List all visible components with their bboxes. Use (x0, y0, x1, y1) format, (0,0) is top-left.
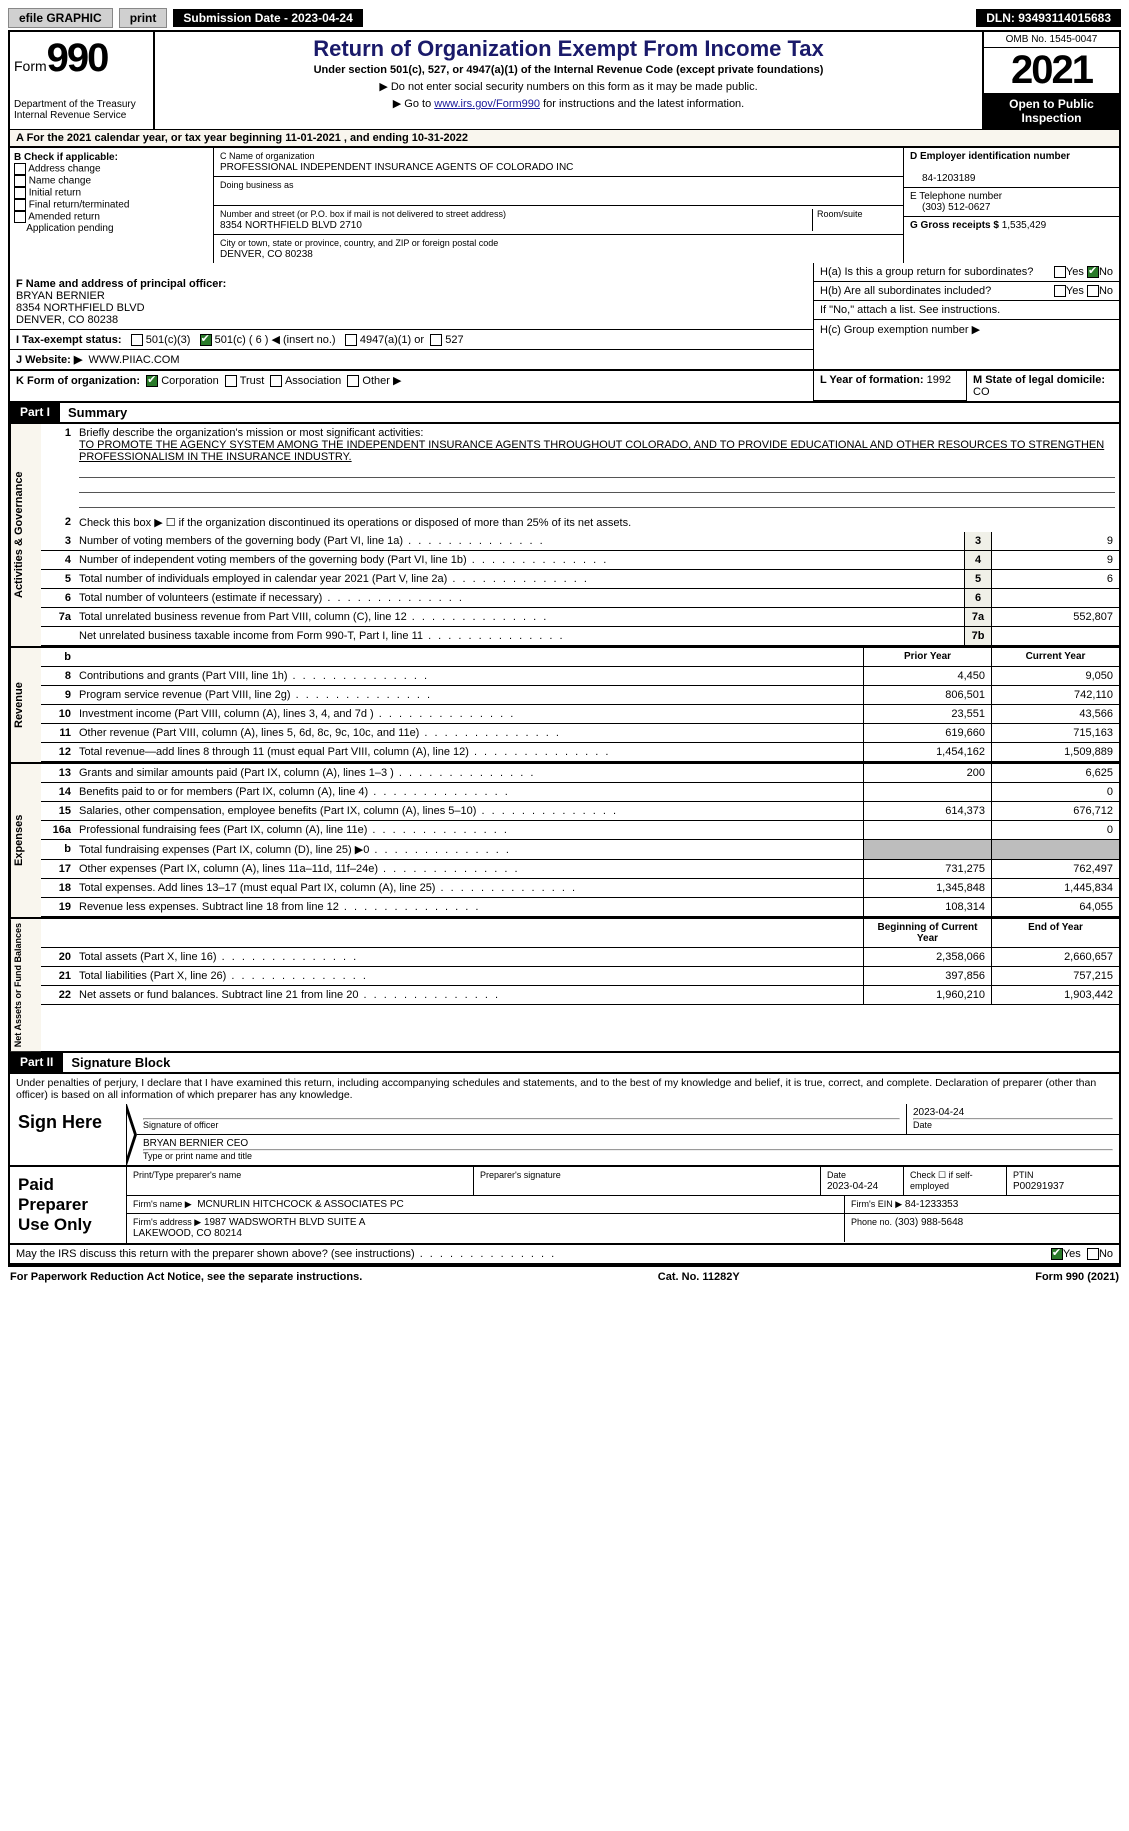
vlabel-expenses: Expenses (10, 764, 41, 917)
summary-line: 7a Total unrelated business revenue from… (41, 608, 1119, 627)
form-header: Form990 Department of the Treasury Inter… (8, 30, 1121, 129)
summary-line: 10 Investment income (Part VIII, column … (41, 705, 1119, 724)
tax-year: 2021 (984, 48, 1119, 93)
dept-label: Department of the Treasury Internal Reve… (14, 99, 149, 121)
summary-line: 6 Total number of volunteers (estimate i… (41, 589, 1119, 608)
summary-line: b Total fundraising expenses (Part IX, c… (41, 840, 1119, 860)
summary-line: Net unrelated business taxable income fr… (41, 627, 1119, 646)
officer: BRYAN BERNIER 8354 NORTHFIELD BLVD DENVE… (16, 290, 145, 326)
page-footer: For Paperwork Reduction Act Notice, see … (8, 1265, 1121, 1287)
form-subtitle: Under section 501(c), 527, or 4947(a)(1)… (163, 64, 974, 76)
line-j: J Website: ▶ WWW.PIIAC.COM (10, 350, 813, 369)
website: WWW.PIIAC.COM (88, 354, 179, 366)
mission-text: TO PROMOTE THE AGENCY SYSTEM AMONG THE I… (79, 439, 1104, 463)
vlabel-netassets: Net Assets or Fund Balances (10, 919, 41, 1051)
summary-line: 11 Other revenue (Part VIII, column (A),… (41, 724, 1119, 743)
summary-line: 9 Program service revenue (Part VIII, li… (41, 686, 1119, 705)
summary-line: 22 Net assets or fund balances. Subtract… (41, 986, 1119, 1005)
summary-line: 16a Professional fundraising fees (Part … (41, 821, 1119, 840)
submission-date: Submission Date - 2023-04-24 (173, 9, 362, 27)
col-c: C Name of organization PROFESSIONAL INDE… (214, 148, 904, 263)
dln: DLN: 93493114015683 (976, 9, 1121, 27)
summary-line: 4 Number of independent voting members o… (41, 551, 1119, 570)
summary-line: 3 Number of voting members of the govern… (41, 532, 1119, 551)
summary-line: 13 Grants and similar amounts paid (Part… (41, 764, 1119, 783)
summary-line: 19 Revenue less expenses. Subtract line … (41, 898, 1119, 917)
summary-line: 20 Total assets (Part X, line 16) 2,358,… (41, 948, 1119, 967)
penalty-text: Under penalties of perjury, I declare th… (8, 1074, 1121, 1104)
line-i: I Tax-exempt status: 501(c)(3) 501(c) ( … (10, 330, 813, 350)
summary-line: 18 Total expenses. Add lines 13–17 (must… (41, 879, 1119, 898)
omb-number: OMB No. 1545-0047 (984, 32, 1119, 48)
paid-preparer-block: Paid Preparer Use Only Print/Type prepar… (8, 1167, 1121, 1245)
discuss-row: May the IRS discuss this return with the… (8, 1245, 1121, 1265)
summary-line: 15 Salaries, other compensation, employe… (41, 802, 1119, 821)
form-title: Return of Organization Exempt From Incom… (163, 36, 974, 62)
identity-grid: B Check if applicable: Address change Na… (8, 148, 1121, 263)
print-button[interactable]: print (119, 8, 168, 28)
form-number: Form990 (14, 36, 149, 81)
org-name: PROFESSIONAL INDEPENDENT INSURANCE AGENT… (220, 162, 573, 173)
klm-row: K Form of organization: Corporation Trus… (8, 371, 1121, 403)
summary-line: 21 Total liabilities (Part X, line 26) 3… (41, 967, 1119, 986)
part-ii-header: Part II Signature Block (8, 1053, 1121, 1074)
summary-line: 14 Benefits paid to or for members (Part… (41, 783, 1119, 802)
ssn-note: ▶ Do not enter social security numbers o… (163, 80, 974, 93)
vlabel-governance: Activities & Governance (10, 424, 41, 646)
officer-grid: F Name and address of principal officer:… (8, 263, 1121, 371)
summary-line: 12 Total revenue—add lines 8 through 11 … (41, 743, 1119, 762)
summary-section: Activities & Governance 1 Briefly descri… (8, 424, 1121, 1053)
gross-receipts: 1,535,429 (1002, 220, 1047, 231)
org-city: DENVER, CO 80238 (220, 249, 313, 260)
col-d: D Employer identification number 84-1203… (904, 148, 1119, 263)
line-a: A For the 2021 calendar year, or tax yea… (8, 129, 1121, 148)
part-i-header: Part I Summary (8, 403, 1121, 424)
sign-here-block: Sign Here Signature of officer 2023-04-2… (8, 1104, 1121, 1167)
topbar: efile GRAPHIC print Submission Date - 20… (8, 8, 1121, 28)
summary-line: 17 Other expenses (Part IX, column (A), … (41, 860, 1119, 879)
summary-line: 8 Contributions and grants (Part VIII, l… (41, 667, 1119, 686)
ein: 84-1203189 (910, 173, 975, 184)
vlabel-revenue: Revenue (10, 648, 41, 762)
irs-link[interactable]: www.irs.gov/Form990 (434, 98, 540, 110)
org-street: 8354 NORTHFIELD BLVD 2710 (220, 220, 362, 231)
efile-label: efile GRAPHIC (8, 8, 113, 28)
col-b: B Check if applicable: Address change Na… (10, 148, 214, 263)
summary-line: 5 Total number of individuals employed i… (41, 570, 1119, 589)
phone: (303) 512-0627 (910, 202, 990, 213)
link-note: ▶ Go to www.irs.gov/Form990 for instruct… (163, 97, 974, 110)
inspection-label: Open to Public Inspection (984, 93, 1119, 129)
